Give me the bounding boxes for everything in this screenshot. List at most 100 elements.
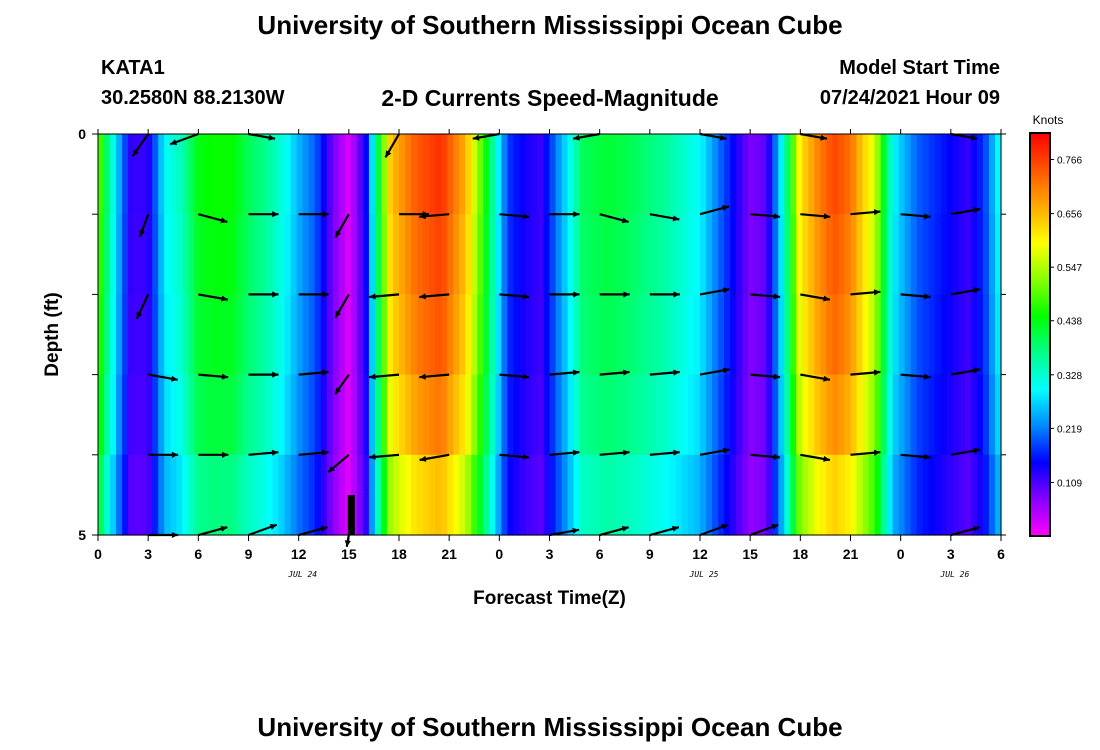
heatmap-cell — [808, 294, 815, 376]
heatmap-cell — [718, 134, 725, 215]
x-tick-label: 9 — [245, 546, 253, 562]
heatmap-cell — [724, 134, 731, 215]
heatmap-cell — [778, 374, 785, 456]
heatmap-cell — [892, 294, 900, 376]
heatmap-cell — [212, 214, 219, 295]
heatmap-cell — [224, 294, 232, 376]
heatmap-cell — [561, 454, 569, 536]
current-vector — [950, 367, 981, 376]
heatmap-cell — [176, 214, 183, 295]
heatmap-cell — [254, 134, 262, 215]
x-tick-label: 15 — [742, 546, 758, 562]
heatmap-cell — [742, 294, 749, 376]
heatmap-cell — [663, 374, 671, 456]
heatmap-cell — [549, 454, 557, 536]
heatmap-cell — [633, 374, 641, 456]
heatmap-cell — [176, 374, 183, 456]
heatmap-cell — [134, 134, 141, 215]
heatmap-cell — [609, 134, 617, 215]
heatmap-cell — [754, 214, 761, 295]
heatmap-cell — [152, 454, 159, 536]
heatmap-cell — [399, 454, 406, 536]
heatmap-cell — [260, 134, 268, 215]
x-tick-label: 21 — [441, 546, 457, 562]
heatmap-cell — [952, 294, 960, 376]
heatmap-cell — [200, 454, 207, 536]
heatmap-cell — [579, 454, 587, 536]
heatmap-cell — [140, 374, 147, 456]
heatmap-cell — [784, 454, 791, 536]
heatmap-cell — [922, 134, 930, 215]
heatmap-cell — [922, 294, 930, 376]
heatmap-cell — [579, 294, 587, 376]
heatmap-cell — [621, 294, 629, 376]
heatmap-cell — [152, 374, 159, 456]
heatmap-cell — [362, 294, 370, 376]
heatmap-cell — [453, 454, 460, 536]
heatmap-cell — [561, 294, 569, 376]
current-vector — [900, 453, 931, 460]
heatmap-cell — [152, 214, 159, 295]
heatmap-cell — [182, 294, 189, 376]
heatmap-cell — [278, 134, 286, 215]
heatmap-cell — [218, 454, 226, 536]
heatmap-cell — [314, 374, 322, 456]
current-vector — [298, 525, 328, 537]
heatmap-cell — [898, 374, 906, 456]
heatmap-cell — [814, 214, 821, 295]
current-vector — [549, 527, 580, 537]
heatmap-cell — [597, 214, 605, 295]
heatmap-cell — [368, 294, 376, 376]
heatmap-cell — [826, 214, 834, 295]
heatmap-cell — [146, 294, 153, 376]
heatmap-cell — [970, 454, 978, 536]
heatmap-cell — [308, 374, 316, 456]
heatmap-cell — [651, 294, 659, 376]
heatmap-cell — [146, 454, 153, 536]
heatmap-cell — [772, 134, 779, 215]
heatmap-cell — [308, 214, 316, 295]
heatmap-cell — [128, 294, 135, 376]
heatmap-cell — [687, 214, 695, 295]
heatmap-cell — [693, 294, 701, 376]
heatmap-cell — [754, 134, 761, 215]
heatmap-cell — [724, 214, 731, 295]
heatmap-cell — [886, 374, 894, 456]
colorbar-tick-label: 0.656 — [1057, 210, 1082, 221]
heatmap-cell — [934, 134, 942, 215]
heatmap-cell — [627, 294, 635, 376]
current-vector — [649, 213, 680, 222]
heatmap-cell — [399, 134, 406, 215]
current-vector — [169, 132, 199, 146]
heatmap-cell — [254, 294, 262, 376]
heatmap-cell — [946, 374, 954, 456]
heatmap-cell — [266, 454, 274, 536]
heatmap-cell — [615, 454, 623, 536]
heatmap-cell — [471, 294, 478, 376]
heatmap-cell — [320, 374, 328, 456]
heatmap-cell — [392, 214, 400, 295]
heatmap-cell — [326, 214, 334, 295]
heatmap-cell — [200, 214, 207, 295]
heatmap-cell — [639, 214, 647, 295]
current-vector — [138, 213, 150, 238]
current-vector — [950, 207, 981, 216]
heatmap-cell — [188, 294, 195, 376]
heatmap-cell — [880, 454, 888, 536]
heatmap-cell — [441, 294, 448, 376]
heatmap-cell — [266, 214, 274, 295]
heatmap-cell — [230, 134, 238, 215]
heatmap-cell — [483, 134, 490, 215]
current-vector — [800, 132, 828, 141]
heatmap-cell — [958, 134, 966, 215]
heatmap-cell — [561, 374, 569, 456]
heatmap-cell — [615, 374, 623, 456]
heatmap-cell — [278, 374, 286, 456]
heatmap-cell — [134, 374, 141, 456]
heatmap-cell — [910, 374, 918, 456]
current-vector — [900, 213, 931, 220]
heatmap-cell — [591, 214, 599, 295]
x-date-label: JUL 24 — [287, 570, 317, 579]
heatmap-cell — [386, 454, 394, 536]
heatmap-cell — [489, 374, 496, 456]
